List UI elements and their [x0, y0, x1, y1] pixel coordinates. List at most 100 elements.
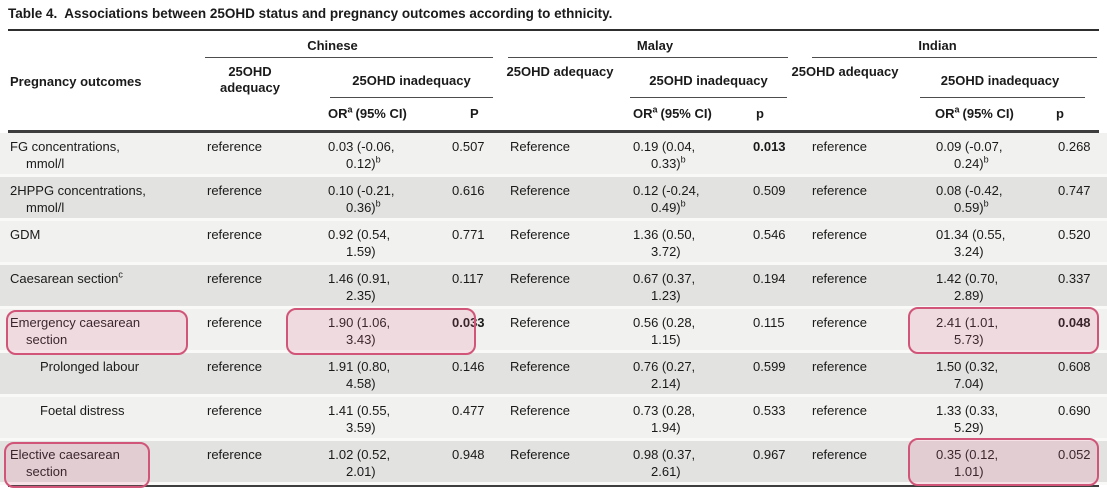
table-title-text: Associations between 25OHD status and pr…: [64, 6, 613, 21]
p-value-cell: 0.052: [1058, 447, 1091, 462]
or-ci-cell: 0.56 (0.28, 1.15): [633, 315, 696, 347]
outcome-cell: Caesarean sectionc: [10, 269, 123, 286]
adequacy-cell: Reference: [510, 183, 570, 198]
or-ci-cell: 01.34 (0.55, 3.24): [936, 227, 1006, 259]
table-row-2hppg-concentrations: 2HPPG concentrations, mmol/l reference 0.…: [0, 177, 1107, 221]
p-value-cell: 0.546: [753, 227, 786, 242]
group-rule-indian: [812, 57, 1097, 58]
or-ci-cell: 0.12 (-0.24, 0.49)b: [633, 183, 700, 215]
adequacy-header-malay: 25OHD adequacy: [506, 64, 614, 79]
outcome-cell: Foetal distress: [40, 403, 125, 418]
table-number: Table 4.: [8, 6, 58, 21]
p-value-cell: 0.477: [452, 403, 485, 418]
or-ci-cell: 0.03 (-0.06, 0.12)b: [328, 139, 395, 171]
adequacy-cell: reference: [207, 271, 262, 286]
adequacy-cell: Reference: [510, 403, 570, 418]
outcome-cell: FG concentrations, mmol/l: [10, 139, 120, 171]
adequacy-cell: reference: [207, 315, 262, 330]
adequacy-cell: reference: [207, 139, 262, 154]
or-ci-cell: 0.92 (0.54, 1.59): [328, 227, 391, 259]
table-bottom-rule: [8, 485, 1099, 487]
or-ci-cell: 1.02 (0.52, 2.01): [328, 447, 391, 479]
table-row-caesarean-section: Caesarean sectionc reference 1.46 (0.91,…: [0, 265, 1107, 309]
or-ci-header-malay: ORa (95% CI): [633, 104, 712, 121]
adequacy-cell: reference: [812, 315, 867, 330]
p-value-cell: 0.337: [1058, 271, 1091, 286]
p-value-cell: 0.747: [1058, 183, 1091, 198]
adequacy-cell: Reference: [510, 447, 570, 462]
table-row-fg-concentrations: FG concentrations, mmol/l reference 0.03 …: [0, 133, 1107, 177]
p-value-cell: 0.520: [1058, 227, 1091, 242]
group-header-indian: Indian: [918, 38, 957, 53]
adequacy-cell: reference: [207, 447, 262, 462]
inadequacy-header-malay: 25OHD inadequacy: [649, 73, 768, 88]
group-rule-chinese: [205, 57, 493, 58]
adequacy-cell: reference: [207, 403, 262, 418]
column-header-pregnancy-outcomes: Pregnancy outcomes: [10, 74, 142, 89]
inadequacy-header-chinese: 25OHD inadequacy: [352, 73, 471, 88]
outcome-cell: 2HPPG concentrations, mmol/l: [10, 183, 146, 215]
or-ci-cell: 2.41 (1.01, 5.73): [936, 315, 999, 347]
table-row-emergency-caesarean-section: Emergency caesarean section reference 1.9…: [0, 309, 1107, 353]
p-value-cell: 0.948: [452, 447, 485, 462]
p-value-cell: 0.967: [753, 447, 786, 462]
or-ci-cell: 0.35 (0.12, 1.01): [936, 447, 999, 479]
p-value-cell: 0.690: [1058, 403, 1091, 418]
table-row-gdm: GDM reference 0.92 (0.54, 1.59) 0.771 Ref…: [0, 221, 1107, 265]
inadequacy-rule-malay: [630, 97, 787, 98]
or-ci-cell: 1.36 (0.50, 3.72): [633, 227, 696, 259]
adequacy-cell: Reference: [510, 227, 570, 242]
p-value-cell: 0.507: [452, 139, 485, 154]
outcome-cell: Elective caesarean section: [10, 447, 120, 479]
group-header-malay: Malay: [636, 38, 674, 53]
table-row-prolonged-labour: Prolonged labour reference 1.91 (0.80, 4.…: [0, 353, 1107, 397]
adequacy-cell: reference: [812, 403, 867, 418]
or-ci-cell: 0.76 (0.27, 2.14): [633, 359, 696, 391]
table-body: FG concentrations, mmol/l reference 0.03 …: [0, 133, 1107, 485]
outcome-cell: Emergency caesarean section: [10, 315, 141, 347]
adequacy-cell: Reference: [510, 359, 570, 374]
or-ci-cell: 0.67 (0.37, 1.23): [633, 271, 696, 303]
inadequacy-rule-indian: [920, 97, 1085, 98]
or-ci-cell: 1.41 (0.55, 3.59): [328, 403, 391, 435]
p-value-cell: 0.509: [753, 183, 786, 198]
adequacy-cell: reference: [812, 271, 867, 286]
outcome-cell: Prolonged labour: [40, 359, 140, 374]
inadequacy-rule-chinese: [330, 97, 493, 98]
group-rule-malay: [508, 57, 788, 58]
or-ci-cell: 0.98 (0.37, 2.61): [633, 447, 696, 479]
p-value-cell: 0.533: [753, 403, 786, 418]
or-ci-cell: 0.10 (-0.21, 0.36)b: [328, 183, 395, 215]
p-value-cell: 0.771: [452, 227, 485, 242]
or-ci-cell: 0.73 (0.28, 1.94): [633, 403, 696, 435]
p-value-cell: 0.117: [452, 271, 484, 286]
adequacy-cell: reference: [812, 139, 867, 154]
or-ci-cell: 0.19 (0.04, 0.33)b: [633, 139, 696, 171]
adequacy-cell: Reference: [510, 315, 570, 330]
outcome-cell: GDM: [10, 227, 41, 242]
adequacy-cell: reference: [207, 227, 262, 242]
header-body-divider: [8, 130, 1099, 133]
adequacy-header-chinese: 25OHD adequacy: [220, 64, 280, 95]
or-ci-cell: 1.90 (1.06, 3.43): [328, 315, 391, 347]
or-ci-cell: 0.08 (-0.42, 0.59)b: [936, 183, 1003, 215]
or-ci-header-chinese: ORa (95% CI): [328, 104, 407, 121]
group-header-chinese: Chinese: [307, 38, 358, 53]
p-value-cell: 0.013: [753, 139, 786, 154]
p-header-chinese: P: [470, 106, 479, 121]
p-value-cell: 0.608: [1058, 359, 1091, 374]
p-value-cell: 0.599: [753, 359, 786, 374]
or-ci-cell: 1.91 (0.80, 4.58): [328, 359, 391, 391]
p-value-cell: 0.616: [452, 183, 485, 198]
title-divider: [8, 29, 1099, 31]
adequacy-cell: Reference: [510, 271, 570, 286]
or-ci-cell: 1.46 (0.91, 2.35): [328, 271, 391, 303]
adequacy-cell: reference: [812, 183, 867, 198]
inadequacy-header-indian: 25OHD inadequacy: [940, 73, 1060, 88]
table-title: Table 4. Associations between 25OHD statu…: [8, 6, 612, 21]
adequacy-header-indian: 25OHD adequacy: [791, 64, 899, 79]
adequacy-cell: reference: [207, 359, 262, 374]
table-row-elective-caesarean-section: Elective caesarean section reference 1.02…: [0, 441, 1107, 485]
p-header-indian: p: [1056, 106, 1064, 121]
